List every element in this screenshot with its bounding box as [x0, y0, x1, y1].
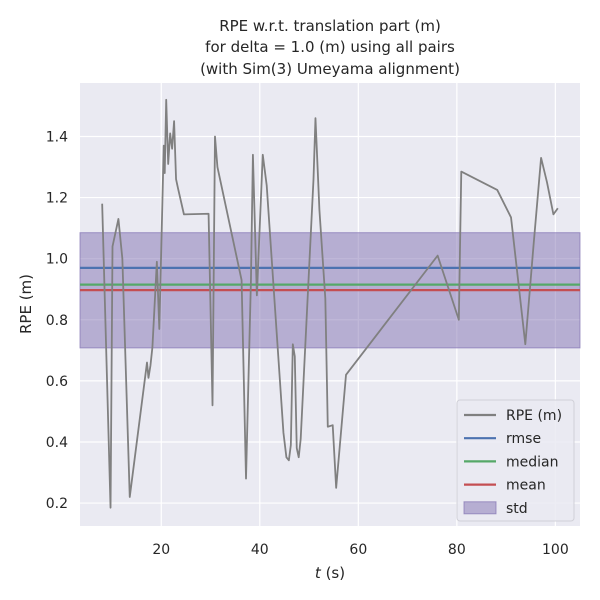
x-tick-labels: 20 40 60 80 100: [152, 542, 568, 558]
legend-item-median: median: [464, 454, 558, 470]
rpe-series-line: [101, 98, 559, 509]
legend-label-rpe: RPE (m): [506, 408, 562, 424]
legend-label-std: std: [506, 501, 528, 517]
x-tick-label-1: 40: [251, 542, 269, 558]
legend-item-mean: mean: [464, 478, 546, 494]
x-tick-label-2: 60: [349, 542, 367, 558]
y-tick-label-5: 1.2: [46, 191, 68, 207]
x-tick-label-4: 100: [542, 542, 569, 558]
x-axis-label: t (s): [315, 564, 345, 582]
x-tick-label-0: 20: [152, 542, 170, 558]
legend-item-rmse: rmse: [464, 431, 541, 447]
legend-box: [456, 399, 575, 522]
stat-lines: [80, 266, 580, 292]
series-layer: [101, 98, 559, 509]
y-tick-label-0: 0.2: [46, 496, 68, 512]
y-axis-label: RPE (m): [17, 274, 35, 334]
title-line-3: (with Sim(3) Umeyama alignment): [200, 60, 460, 78]
legend-label-median: median: [506, 454, 558, 470]
x-axis-label-unit: (s): [321, 564, 345, 582]
y-tick-label-4: 1.0: [46, 252, 68, 268]
title-line-1: RPE w.r.t. translation part (m): [219, 17, 441, 35]
y-tick-label-3: 0.8: [46, 313, 68, 329]
legend-item-rpe: RPE (m): [464, 408, 562, 424]
y-tick-label-6: 1.4: [46, 129, 68, 145]
x-axis-label-var: t: [315, 564, 322, 582]
legend-swatch-std: [463, 501, 497, 515]
legend-item-std: std: [463, 501, 528, 517]
legend-label-mean: mean: [506, 478, 546, 494]
x-tick-label-3: 80: [448, 542, 466, 558]
legend-label-rmse: rmse: [506, 431, 541, 447]
title-line-2: for delta = 1.0 (m) using all pairs: [205, 38, 455, 56]
legend: RPE (m) rmse median mean std: [456, 399, 575, 522]
y-tick-label-1: 0.4: [46, 435, 68, 451]
chart-title: RPE w.r.t. translation part (m) for delt…: [200, 17, 460, 78]
y-tick-label-2: 0.6: [46, 374, 68, 390]
y-tick-labels: 0.2 0.4 0.6 0.8 1.0 1.2 1.4: [46, 129, 68, 512]
